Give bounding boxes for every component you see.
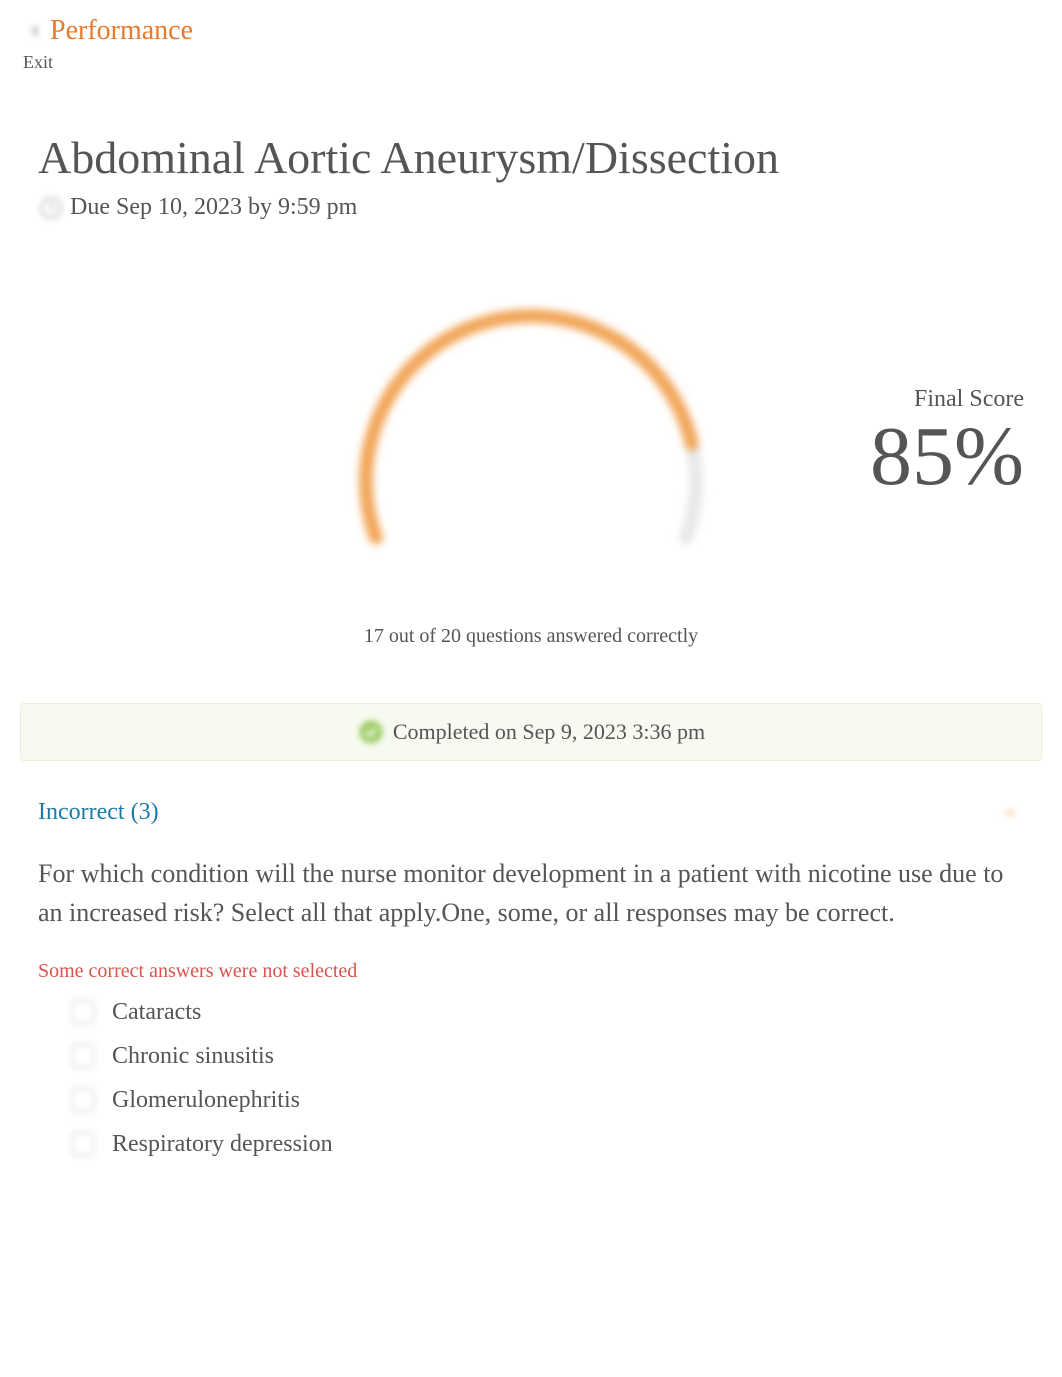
- checkbox-icon: [68, 1129, 98, 1159]
- answer-item: Chronic sinusitis: [68, 1041, 1024, 1071]
- due-date-row: Due Sep 10, 2023 by 9:59 pm: [38, 194, 1024, 221]
- check-circle-icon: [357, 718, 385, 746]
- clock-icon: [38, 195, 64, 221]
- back-arrow-icon: [20, 17, 48, 45]
- incorrect-section-header[interactable]: Incorrect (3): [38, 799, 1024, 826]
- question-text: For which condition will the nurse monit…: [38, 854, 1024, 932]
- answer-item: Glomerulonephritis: [68, 1085, 1024, 1115]
- checkbox-icon: [68, 1085, 98, 1115]
- answer-list: Cataracts Chronic sinusitis Glomerulonephr…: [38, 997, 1024, 1159]
- answer-text: Glomerulonephritis: [112, 1087, 300, 1114]
- incorrect-label: Incorrect (3): [38, 799, 159, 826]
- exit-label: Exit: [23, 52, 53, 72]
- score-gauge: [341, 291, 721, 631]
- due-date-text: Due Sep 10, 2023 by 9:59 pm: [70, 194, 357, 221]
- checkbox-icon: [68, 1041, 98, 1071]
- checkbox-icon: [68, 997, 98, 1027]
- page-title: Abdominal Aortic Aneurysm/Dissection: [38, 131, 1024, 184]
- performance-link[interactable]: Performance: [20, 15, 193, 47]
- completed-text: Completed on Sep 9, 2023 3:36 pm: [393, 719, 705, 745]
- final-score-value: 85%: [870, 408, 1024, 505]
- answer-text: Cataracts: [112, 999, 201, 1026]
- chevron-up-icon: [1000, 803, 1020, 823]
- answer-item: Respiratory depression: [68, 1129, 1024, 1159]
- answer-item: Cataracts: [68, 997, 1024, 1027]
- feedback-text: Some correct answers were not selected: [38, 960, 1024, 983]
- performance-label: Performance: [50, 15, 193, 47]
- answer-text: Chronic sinusitis: [112, 1043, 274, 1070]
- completed-banner: Completed on Sep 9, 2023 3:36 pm: [20, 703, 1042, 761]
- score-area: Final Score 85% 17 out of 20 questions a…: [38, 291, 1024, 648]
- answer-text: Respiratory depression: [112, 1131, 333, 1158]
- exit-link[interactable]: Exit: [20, 52, 1042, 73]
